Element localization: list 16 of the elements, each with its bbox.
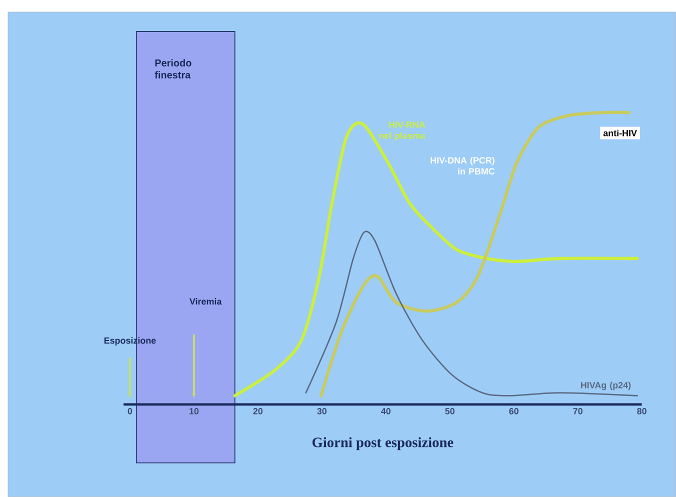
series-label: HIVAg (p24) (580, 382, 631, 390)
x-tick-label: 80 (637, 408, 646, 414)
x-tick-label: 30 (317, 408, 327, 414)
series-label: anti-HIV (603, 130, 637, 136)
x-axis-title: Giorni post esposizione (312, 437, 454, 450)
series-label: HIV-RNA nel plasma (379, 122, 426, 141)
x-tick-label: 20 (253, 408, 263, 414)
x-tick-label: 60 (509, 408, 518, 414)
annotation: HIV-DNA (PCR) in PBMC (430, 156, 495, 174)
x-tick-label: 70 (573, 408, 582, 414)
x-tick-label: 50 (445, 408, 454, 414)
x-tick-label: 0 (128, 408, 132, 414)
annotation: Viremia (190, 298, 222, 305)
x-tick-label: 40 (381, 408, 391, 414)
band-label: Periodo finestra (154, 59, 192, 78)
x-tick-label: 10 (190, 408, 199, 414)
